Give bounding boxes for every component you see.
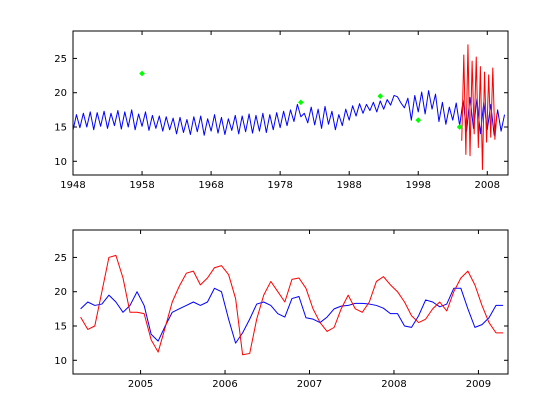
series-line-red [80, 254, 504, 356]
x-tick-label: 2006 [212, 379, 237, 390]
x-tick-label: 1948 [60, 180, 85, 191]
x-tick-label: 2008 [475, 180, 500, 191]
x-tick-label: 1968 [198, 180, 223, 191]
y-tick-label: 15 [54, 322, 67, 333]
x-tick-label: 2007 [297, 379, 322, 390]
y-tick-label: 10 [54, 157, 67, 168]
x-tick-label: 1998 [406, 180, 431, 191]
scatter-point [377, 93, 384, 100]
scatter-point [139, 70, 146, 77]
series-group [73, 44, 506, 171]
x-tick-label: 2009 [466, 379, 491, 390]
y-tick-label: 15 [54, 123, 67, 134]
series-line-red [461, 44, 498, 171]
x-tick-label: 1988 [336, 180, 361, 191]
plot-area [72, 30, 509, 176]
series-group [80, 254, 504, 356]
x-tick-label: 2008 [381, 379, 406, 390]
y-tick-label: 20 [54, 287, 67, 298]
x-tick-label: 2005 [128, 379, 153, 390]
chart-top: 1948 1958 1968 1978 1988 1998 2008 10 15 20 25 [54, 30, 509, 191]
y-tick-label: 25 [54, 253, 67, 264]
y-tick-label: 25 [54, 54, 67, 65]
x-tick-label: 1958 [129, 180, 154, 191]
y-tick-label: 10 [54, 356, 67, 367]
chart-bottom: 2005 2006 2007 2008 2009 10 15 20 25 [54, 229, 509, 390]
y-tick-label: 20 [54, 88, 67, 99]
scatter-point [456, 124, 463, 130]
scatter-point [415, 117, 422, 124]
scatter-point [297, 99, 304, 106]
series-line-blue [73, 90, 506, 136]
x-tick-label: 1978 [267, 180, 292, 191]
series-line-blue [80, 287, 504, 344]
